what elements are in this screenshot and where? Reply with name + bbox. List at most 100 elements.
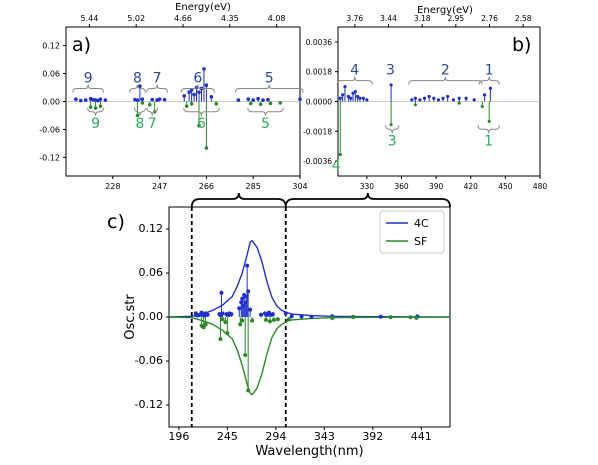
a-4c-stem-marker — [98, 97, 103, 101]
a-4c-stem-marker — [140, 97, 145, 101]
b-sf-stem-marker — [487, 119, 491, 123]
c-sf-envelope-line — [168, 316, 451, 396]
c-panel-label: c) — [107, 211, 125, 233]
b-4c-stem-marker — [341, 93, 345, 97]
a-4c-stem-marker — [150, 97, 155, 102]
c-4c-stem-marker — [240, 296, 245, 301]
b-sf-group-brace — [385, 125, 400, 134]
a-y-tick-label: 0.06 — [42, 70, 60, 79]
b-4c-stem-marker — [338, 96, 342, 100]
a-4c-stem-marker — [261, 98, 265, 102]
b-4c-group-label: 1 — [485, 63, 494, 79]
b-4c-stem-marker — [346, 94, 350, 99]
c-x-tick-label: 441 — [411, 430, 432, 443]
a-sf-group-label: 7 — [148, 116, 157, 132]
a-4c-group-label: 7 — [153, 71, 162, 87]
a-x-tick-label: 228 — [105, 182, 120, 191]
c-sf-stem-marker — [225, 331, 230, 336]
c-legend-label: 4C — [414, 217, 429, 230]
b-4c-group-label: 4 — [350, 63, 359, 79]
b-sf-stem-marker — [457, 101, 461, 105]
a-4c-group-label: 9 — [84, 71, 93, 87]
b-x-tick-label: 360 — [394, 182, 409, 191]
a-4c-group-label: 8 — [133, 71, 142, 87]
c-sf-stem-marker — [271, 317, 276, 322]
a-4c-stem-marker — [246, 97, 251, 101]
c-4c-stem-marker — [283, 311, 288, 316]
a-sf-stem-marker — [214, 102, 219, 106]
b-4c-stem-marker — [358, 96, 362, 100]
b-y-tick-label: -0.0036 — [303, 157, 332, 166]
b-4c-stem-marker — [343, 85, 347, 89]
b-4c-stem-marker — [353, 89, 357, 94]
a-y-tick-label: 0.12 — [42, 42, 60, 51]
b-x-tick-label: 330 — [360, 182, 375, 191]
a-x-tick-label: 304 — [292, 182, 307, 191]
a-4c-stem-marker — [157, 97, 162, 101]
b-4c-stem-marker — [488, 86, 492, 90]
c-x-tick-label: 245 — [217, 430, 238, 443]
c-sf-stem-marker — [388, 315, 393, 320]
c-x-axis-label: Wavelength(nm) — [255, 444, 363, 459]
b-4c-stem-marker — [451, 98, 456, 102]
c-sf-stem-marker — [203, 322, 208, 327]
b-y-tick-label: 0.0036 — [306, 38, 332, 47]
a-4c-group-brace — [72, 84, 104, 93]
a-4c-stem-marker — [202, 67, 206, 71]
a-4c-group-brace — [234, 84, 304, 93]
b-panel-label: b) — [512, 34, 531, 56]
a-4c-stem-marker — [236, 98, 241, 102]
b-4c-stem-marker — [441, 96, 445, 100]
c-4c-stem-marker — [219, 290, 224, 295]
c-4c-stem-marker — [237, 306, 242, 311]
a-sf-stem-marker — [147, 102, 152, 107]
a-sf-stem-marker — [135, 113, 140, 118]
c-sf-stem-marker — [263, 317, 268, 322]
a-4c-stem-marker — [135, 98, 140, 102]
c-4c-stem-marker — [205, 312, 210, 317]
b-4c-stem-marker — [482, 93, 487, 97]
c-4c-stem-marker — [289, 314, 294, 319]
a-sf-group-label: 9 — [91, 116, 100, 132]
a-top-tick-label: 5.02 — [127, 14, 145, 23]
b-top-tick-label: 3.76 — [346, 14, 363, 23]
a-x-tick-label: 247 — [152, 182, 167, 191]
a-4c-stem-marker — [138, 84, 142, 88]
b-4c-stem-marker — [422, 96, 427, 100]
c-y-tick-label: -0.06 — [135, 354, 163, 367]
a-top-tick-label: 4.66 — [174, 14, 192, 23]
b-top-tick-label: 2.95 — [447, 14, 464, 23]
c-sf-stem-marker — [223, 320, 228, 325]
a-sf-stem-marker — [197, 123, 201, 128]
b-top-axis-label: Energy(eV) — [417, 5, 473, 16]
c-sf-stem-marker — [218, 337, 223, 341]
a-4c-stem-marker — [192, 92, 196, 97]
b-4c-stem-marker — [457, 96, 461, 100]
b-4c-stem-marker — [361, 96, 365, 100]
a-sf-stem-marker — [189, 102, 194, 106]
c-4c-stem-marker — [246, 289, 251, 294]
b-top-tick-label: 3.18 — [414, 14, 431, 23]
c-4c-stem-marker — [299, 314, 304, 319]
c-x-tick-label: 343 — [314, 430, 335, 443]
b-4c-stem-marker — [349, 96, 353, 100]
a-top-tick-label: 4.35 — [221, 14, 239, 23]
a-sf-group-brace — [183, 107, 220, 116]
a-sf-stem-marker — [278, 101, 283, 105]
a-sf-group-label: 8 — [135, 116, 144, 132]
a-4c-stem-marker — [256, 96, 260, 101]
c-sf-stem-marker — [408, 315, 413, 320]
c-sf-stem-marker — [220, 317, 225, 322]
a-4c-stem-marker — [187, 90, 191, 94]
a-sf-group-label: 5 — [261, 116, 270, 132]
c-brace-right — [284, 192, 451, 208]
a-x-tick-label: 266 — [199, 182, 214, 191]
a-y-tick-label: 0.00 — [42, 98, 60, 107]
a-top-tick-label: 4.08 — [268, 14, 286, 23]
b-sf-group-label: 4 — [332, 158, 341, 174]
b-4c-stem-marker — [418, 98, 422, 102]
b-x-tick-label: 390 — [429, 182, 444, 191]
a-4c-group-label: 6 — [193, 71, 202, 87]
c-y-tick-label: 0.00 — [139, 310, 164, 323]
